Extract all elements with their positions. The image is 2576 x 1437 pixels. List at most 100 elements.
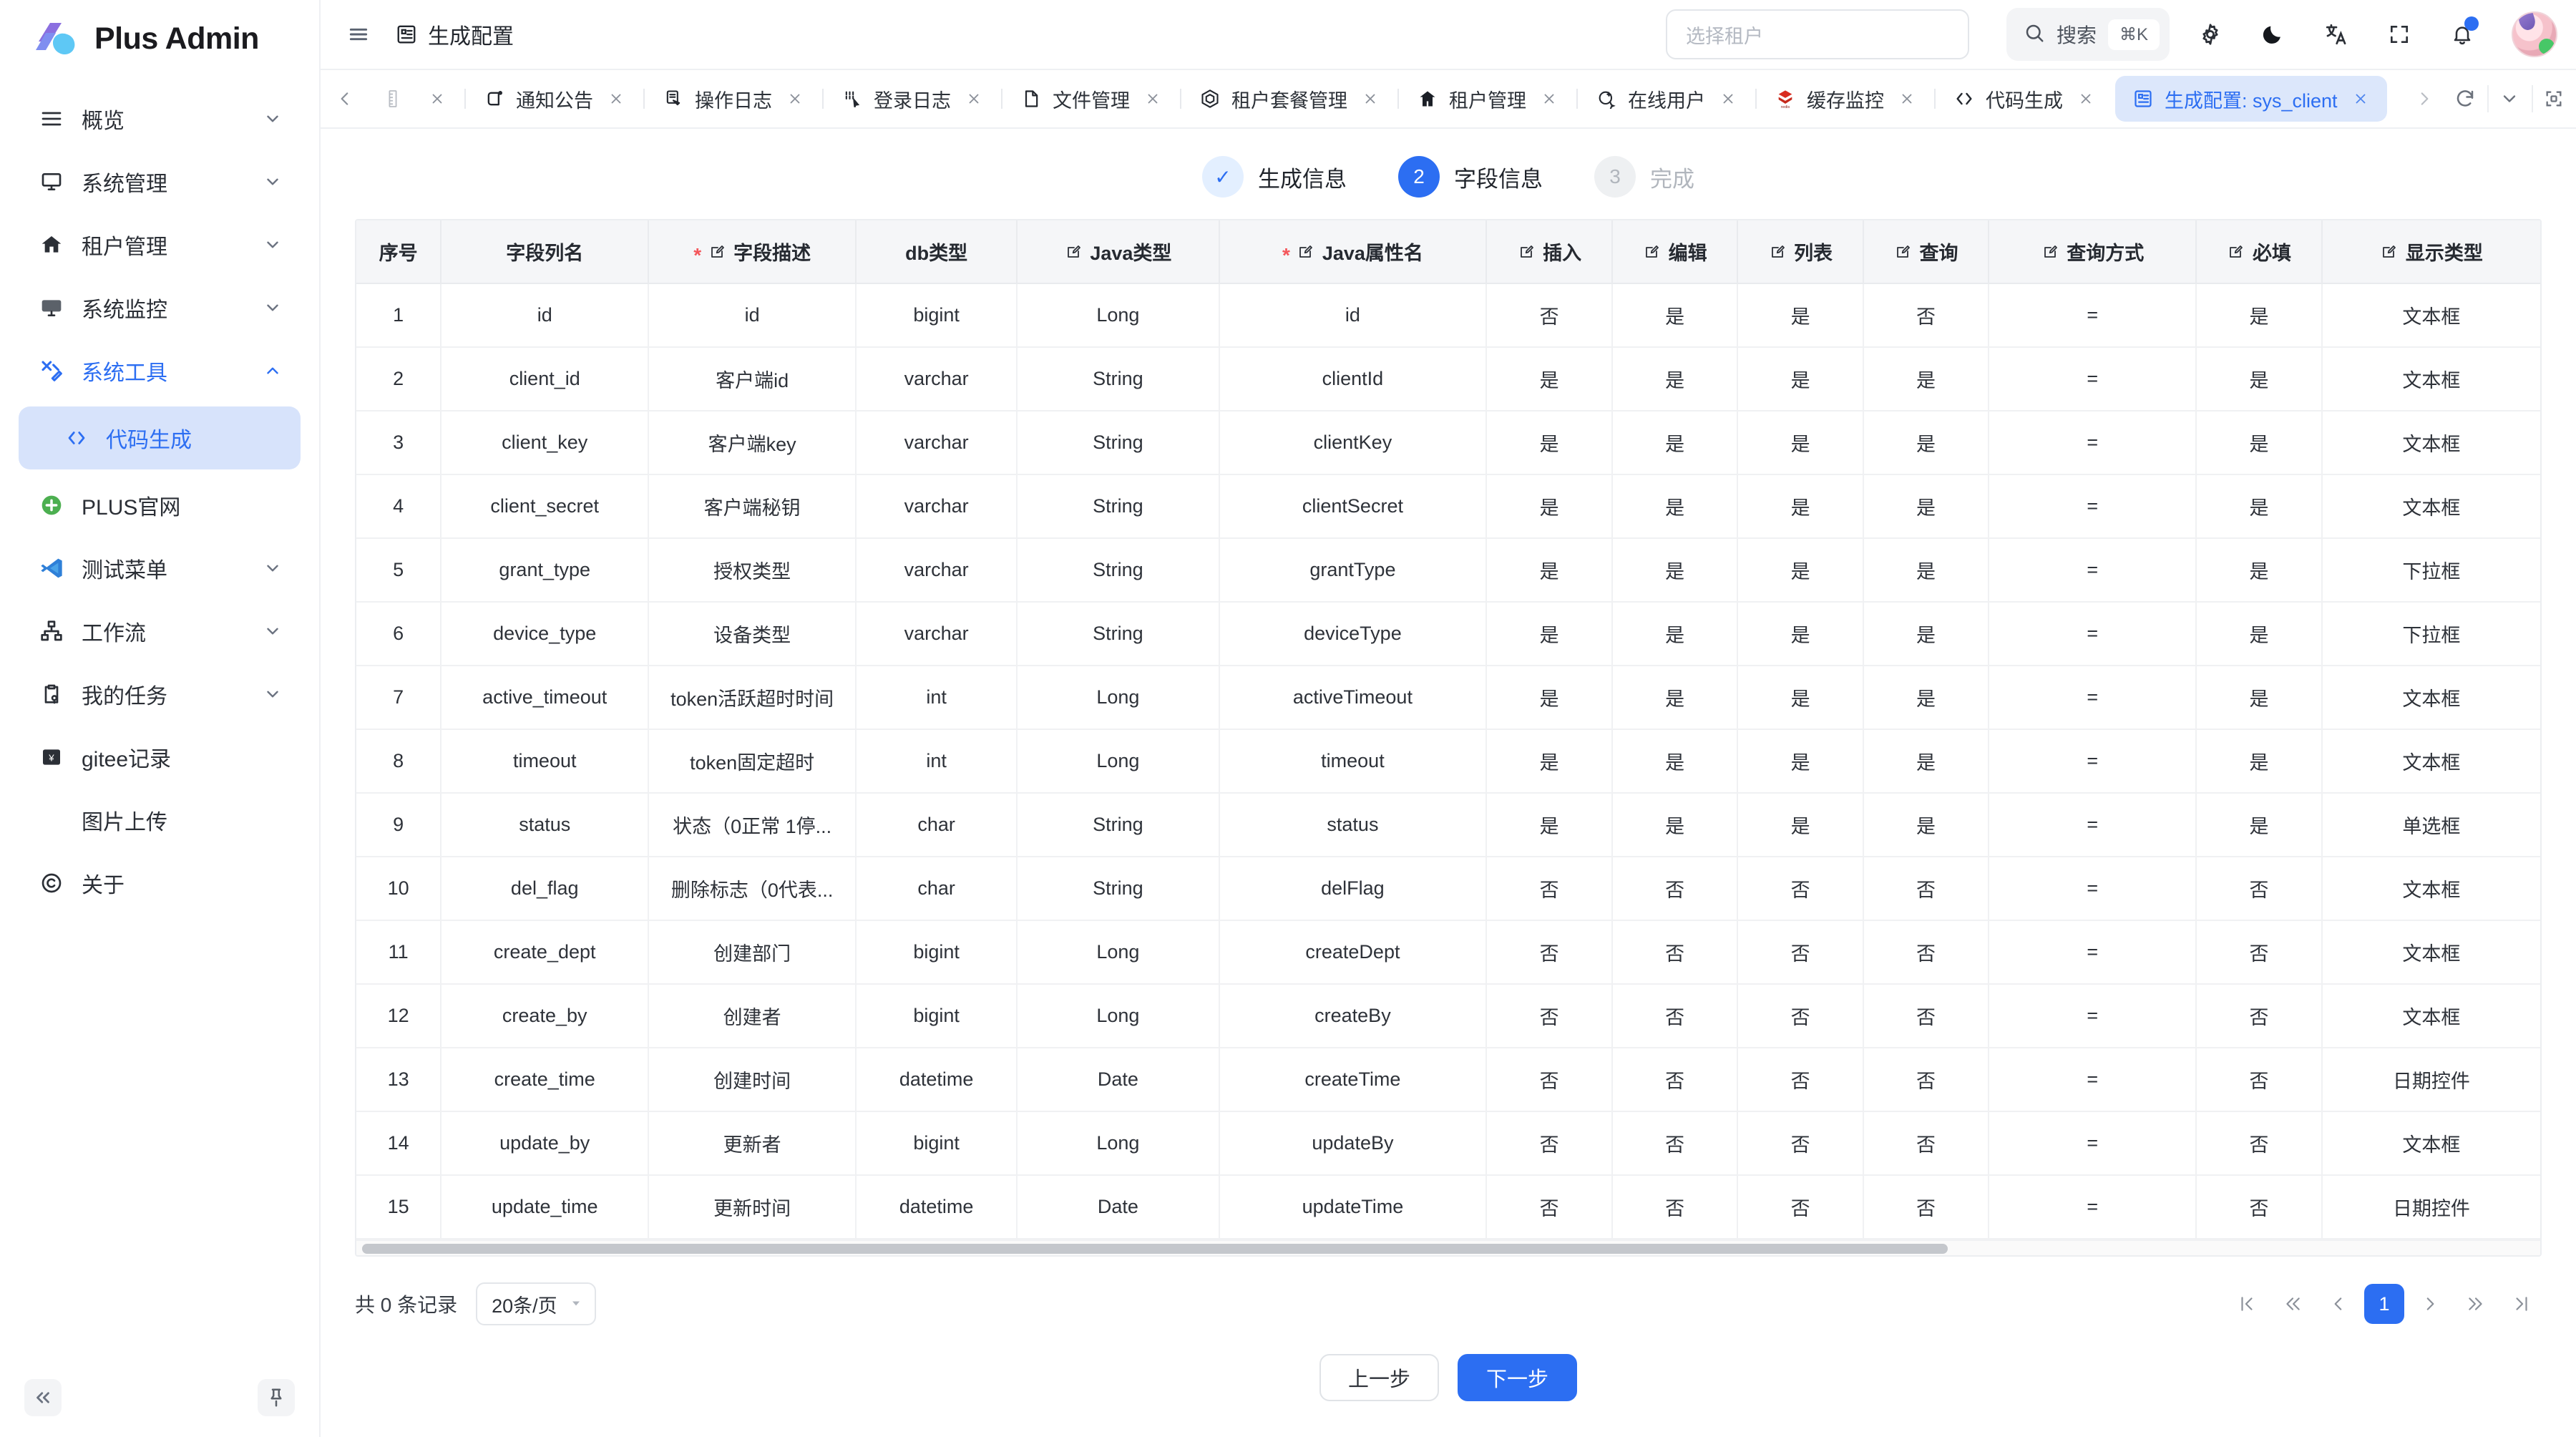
table-cell-require[interactable]: 否 bbox=[2196, 857, 2323, 921]
tenant-select[interactable]: 选择租户 bbox=[1665, 9, 1969, 59]
tab-item[interactable]: 代码生成 bbox=[1934, 76, 2112, 122]
table-cell-no[interactable]: 4 bbox=[356, 474, 442, 539]
table-cell-col[interactable]: create_time bbox=[441, 1048, 650, 1112]
table-cell-list[interactable]: 否 bbox=[1737, 1175, 1864, 1239]
table-cell-query[interactable]: 否 bbox=[1863, 920, 1990, 985]
table-cell-edit[interactable]: 否 bbox=[1611, 920, 1739, 985]
table-cell-insert[interactable]: 否 bbox=[1486, 1048, 1613, 1112]
table-cell-java[interactable]: Long bbox=[1017, 666, 1220, 730]
table-cell-qtype[interactable]: = bbox=[1989, 729, 2197, 794]
table-cell-require[interactable]: 是 bbox=[2196, 283, 2323, 348]
table-cell-insert[interactable]: 是 bbox=[1486, 411, 1613, 475]
table-cell-require[interactable]: 是 bbox=[2196, 474, 2323, 539]
table-cell-col[interactable]: client_id bbox=[441, 347, 650, 411]
table-cell-prop[interactable]: status bbox=[1219, 793, 1488, 857]
table-cell-qtype[interactable]: = bbox=[1989, 984, 2197, 1048]
table-cell-col[interactable]: status bbox=[441, 793, 650, 857]
table-cell-display[interactable]: 下拉框 bbox=[2321, 602, 2540, 666]
table-cell-db[interactable]: varchar bbox=[856, 538, 1018, 603]
table-cell-prop[interactable]: clientSecret bbox=[1219, 474, 1488, 539]
table-cell-edit[interactable]: 是 bbox=[1611, 474, 1739, 539]
close-icon[interactable] bbox=[963, 88, 985, 109]
tab-item[interactable] bbox=[365, 76, 464, 122]
table-cell-prop[interactable]: grantType bbox=[1219, 538, 1488, 603]
table-cell-no[interactable]: 3 bbox=[356, 411, 442, 475]
table-cell-no[interactable]: 2 bbox=[356, 347, 442, 411]
table-cell-list[interactable]: 否 bbox=[1737, 1048, 1864, 1112]
sidebar-item-my-tasks[interactable]: 我的任务 bbox=[19, 663, 301, 726]
table-cell-java[interactable]: String bbox=[1017, 538, 1220, 603]
table-cell-list[interactable]: 是 bbox=[1737, 347, 1864, 411]
table-cell-desc[interactable]: token固定超时 bbox=[648, 729, 857, 794]
table-cell-prop[interactable]: clientKey bbox=[1219, 411, 1488, 475]
table-row[interactable]: 15 update_time 更新时间 datetime Date updateTime 否… bbox=[356, 1175, 2540, 1239]
tab-item[interactable]: 文件管理 bbox=[1001, 76, 1179, 122]
table-cell-java[interactable]: String bbox=[1017, 793, 1220, 857]
table-cell-query[interactable]: 是 bbox=[1863, 602, 1990, 666]
table-cell-query[interactable]: 是 bbox=[1863, 538, 1990, 603]
refresh-icon[interactable] bbox=[2443, 69, 2487, 128]
table-cell-list[interactable]: 是 bbox=[1737, 729, 1864, 794]
close-icon[interactable] bbox=[1538, 88, 1560, 109]
table-cell-db[interactable]: varchar bbox=[856, 602, 1018, 666]
table-row[interactable]: 10 del_flag 删除标志（0代表... char String delFlag 否否… bbox=[356, 857, 2540, 921]
table-cell-desc[interactable]: 状态（0正常 1停... bbox=[648, 793, 857, 857]
sidebar-item-code-generation[interactable]: 代码生成 bbox=[19, 406, 301, 469]
table-cell-prop[interactable]: createTime bbox=[1219, 1048, 1488, 1112]
table-cell-no[interactable]: 10 bbox=[356, 857, 442, 921]
table-cell-require[interactable]: 是 bbox=[2196, 411, 2323, 475]
table-cell-edit[interactable]: 是 bbox=[1611, 793, 1739, 857]
table-cell-query[interactable]: 否 bbox=[1863, 283, 1990, 348]
sidebar-item-gitee-record[interactable]: ¥ gitee记录 bbox=[19, 726, 301, 789]
table-cell-qtype[interactable]: = bbox=[1989, 920, 2197, 985]
table-cell-qtype[interactable]: = bbox=[1989, 793, 2197, 857]
sidebar-item-system-management[interactable]: 系统管理 bbox=[19, 150, 301, 213]
jump-prev-icon[interactable] bbox=[2273, 1284, 2313, 1324]
table-cell-edit[interactable]: 是 bbox=[1611, 411, 1739, 475]
tab-item[interactable]: 操作日志 bbox=[643, 76, 821, 122]
close-icon[interactable] bbox=[605, 88, 627, 109]
table-cell-require[interactable]: 否 bbox=[2196, 1048, 2323, 1112]
table-cell-require[interactable]: 是 bbox=[2196, 538, 2323, 603]
table-cell-insert[interactable]: 是 bbox=[1486, 666, 1613, 730]
table-cell-db[interactable]: varchar bbox=[856, 474, 1018, 539]
table-row[interactable]: 7 active_timeout token活跃超时时间 int Long activeT… bbox=[356, 666, 2540, 730]
table-cell-qtype[interactable]: = bbox=[1989, 1048, 2197, 1112]
table-cell-display[interactable]: 文本框 bbox=[2321, 729, 2540, 794]
close-icon[interactable] bbox=[784, 88, 806, 109]
sidebar-item-system-monitor[interactable]: 系统监控 bbox=[19, 276, 301, 339]
table-cell-list[interactable]: 是 bbox=[1737, 538, 1864, 603]
table-cell-desc[interactable]: 客户端key bbox=[648, 411, 857, 475]
table-cell-edit[interactable]: 否 bbox=[1611, 1048, 1739, 1112]
table-cell-require[interactable]: 否 bbox=[2196, 1175, 2323, 1239]
sidebar-item-image-upload[interactable]: 图片上传 bbox=[19, 789, 301, 852]
table-cell-list[interactable]: 是 bbox=[1737, 411, 1864, 475]
table-cell-desc[interactable]: 创建时间 bbox=[648, 1048, 857, 1112]
table-cell-no[interactable]: 5 bbox=[356, 538, 442, 603]
table-cell-insert[interactable]: 否 bbox=[1486, 283, 1613, 348]
gear-icon[interactable] bbox=[2188, 12, 2233, 57]
sidebar-item-overview[interactable]: 概览 bbox=[19, 87, 301, 150]
table-cell-java[interactable]: Long bbox=[1017, 729, 1220, 794]
sidebar-item-about[interactable]: 关于 bbox=[19, 852, 301, 915]
table-cell-display[interactable]: 文本框 bbox=[2321, 411, 2540, 475]
table-cell-query[interactable]: 否 bbox=[1863, 857, 1990, 921]
table-row[interactable]: 9 status 状态（0正常 1停... char String status 是是是是 =… bbox=[356, 793, 2540, 857]
table-cell-java[interactable]: Date bbox=[1017, 1048, 1220, 1112]
step-complete[interactable]: 3 完成 bbox=[1594, 156, 1694, 198]
tabs-next-arrow[interactable] bbox=[2406, 89, 2443, 108]
table-cell-display[interactable]: 下拉框 bbox=[2321, 538, 2540, 603]
table-cell-require[interactable]: 否 bbox=[2196, 1111, 2323, 1176]
pin-icon[interactable] bbox=[258, 1379, 295, 1416]
tab-item[interactable]: 登录日志 bbox=[822, 76, 1000, 122]
table-cell-java[interactable]: Long bbox=[1017, 1111, 1220, 1176]
page-number-1[interactable]: 1 bbox=[2364, 1284, 2404, 1324]
table-cell-qtype[interactable]: = bbox=[1989, 666, 2197, 730]
prev-step-button[interactable]: 上一步 bbox=[1319, 1354, 1439, 1401]
table-cell-db[interactable]: char bbox=[856, 857, 1018, 921]
table-cell-qtype[interactable]: = bbox=[1989, 283, 2197, 348]
table-cell-desc[interactable]: 客户端id bbox=[648, 347, 857, 411]
table-cell-col[interactable]: create_by bbox=[441, 984, 650, 1048]
table-cell-query[interactable]: 否 bbox=[1863, 1111, 1990, 1176]
table-cell-db[interactable]: datetime bbox=[856, 1048, 1018, 1112]
